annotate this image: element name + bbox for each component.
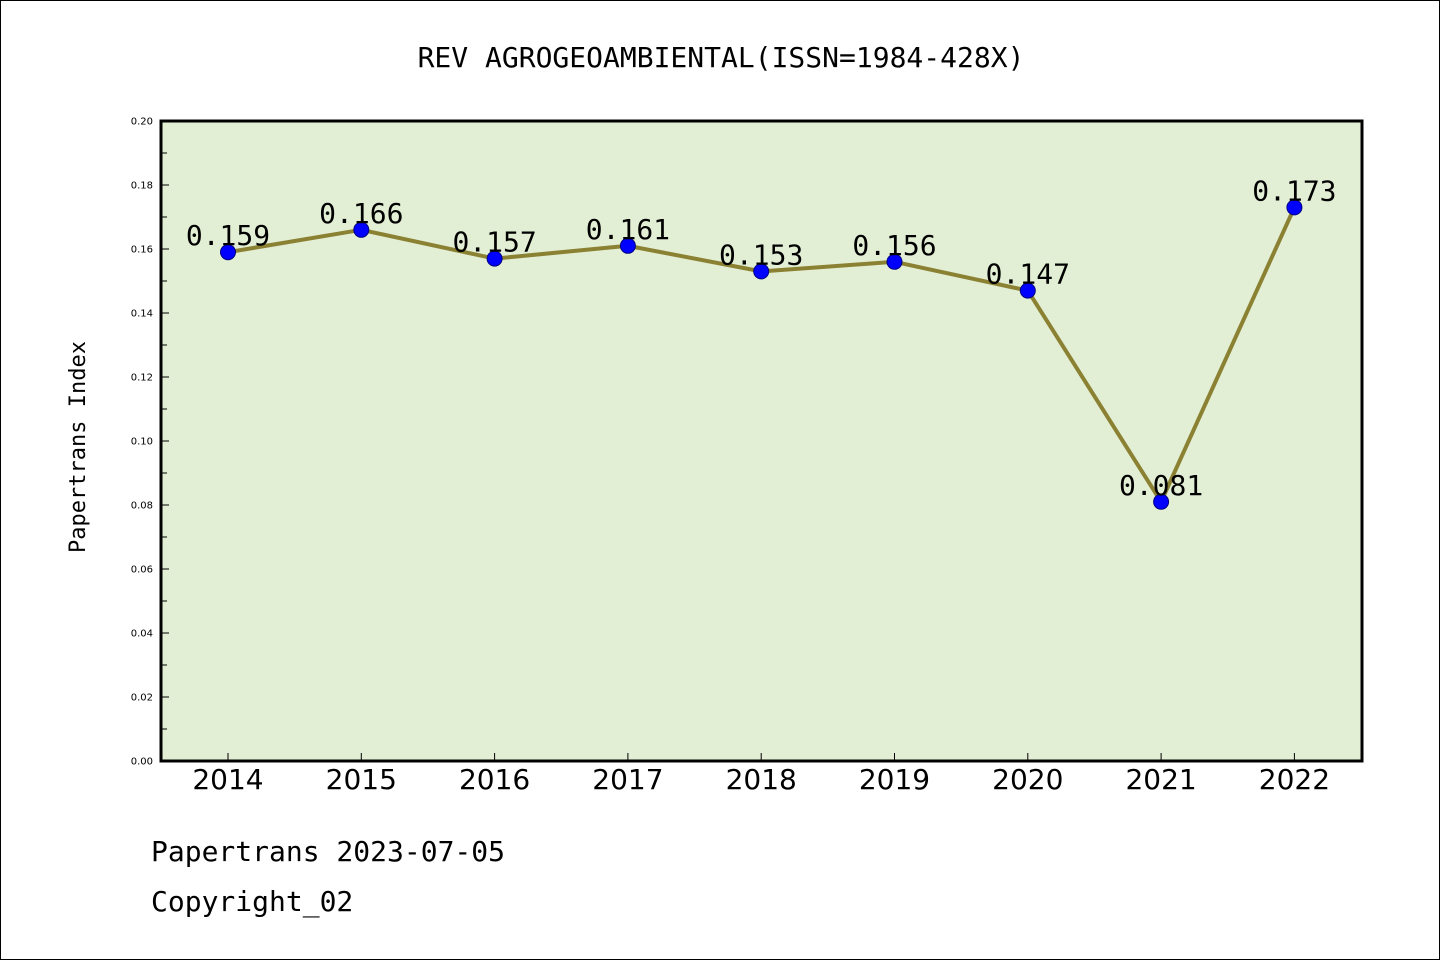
footer-copyright: Copyright_02 [151, 885, 354, 918]
data-point [1286, 199, 1303, 216]
x-tick-label: 2016 [459, 763, 530, 796]
x-axis: 2014 2015 2016 2017 2018 2019 2020 2021 2022 [192, 753, 1330, 796]
data-label: 0.157 [452, 226, 536, 259]
y-axis-label: Papertrans Index [66, 341, 91, 553]
data-point [1019, 282, 1036, 299]
data-label: 0.166 [319, 197, 403, 230]
x-tick-label: 2017 [592, 763, 663, 796]
x-tick-label: 2019 [859, 763, 930, 796]
y-tick-label: 0.06 [131, 565, 153, 576]
y-tick-label: 0.14 [131, 309, 153, 320]
x-tick-label: 2015 [326, 763, 397, 796]
y-tick-label: 0.18 [131, 181, 153, 192]
y-tick-label: 0.10 [131, 437, 153, 448]
y-tick-label: 0.12 [131, 373, 153, 384]
x-tick-label: 2018 [726, 763, 797, 796]
data-points [220, 199, 1303, 510]
x-tick-label: 2014 [192, 763, 263, 796]
y-tick-label: 0.08 [131, 501, 153, 512]
y-tick-label: 0.02 [131, 693, 153, 704]
data-label: 0.173 [1252, 174, 1336, 207]
x-tick-label: 2020 [992, 763, 1063, 796]
data-point [753, 263, 770, 280]
data-labels: 0.159 0.166 0.157 0.161 0.153 0.156 0.147 0.081… [186, 174, 1337, 501]
x-tick-label: 2021 [1125, 763, 1196, 796]
data-label: 0.147 [986, 258, 1070, 291]
data-point [1153, 493, 1170, 510]
y-tick-label: 0.00 [131, 757, 153, 768]
data-point [486, 250, 503, 267]
y-tick-label: 0.20 [131, 117, 153, 128]
y-tick-label: 0.16 [131, 245, 153, 256]
chart-title: REV AGROGEOAMBIENTAL(ISSN=1984-428X) [418, 41, 1025, 74]
data-label: 0.161 [586, 213, 670, 246]
y-tick-label: 0.04 [131, 629, 153, 640]
data-point [886, 253, 903, 270]
data-label: 0.081 [1119, 469, 1203, 502]
footer-source: Papertrans 2023-07-05 [151, 835, 506, 868]
data-point [353, 221, 370, 238]
data-label: 0.153 [719, 238, 803, 271]
data-point [619, 237, 636, 254]
x-tick-label: 2022 [1259, 763, 1330, 796]
data-point [220, 244, 236, 261]
plot-frame [159, 119, 1364, 763]
data-label: 0.159 [186, 219, 270, 252]
data-label: 0.156 [852, 229, 936, 262]
